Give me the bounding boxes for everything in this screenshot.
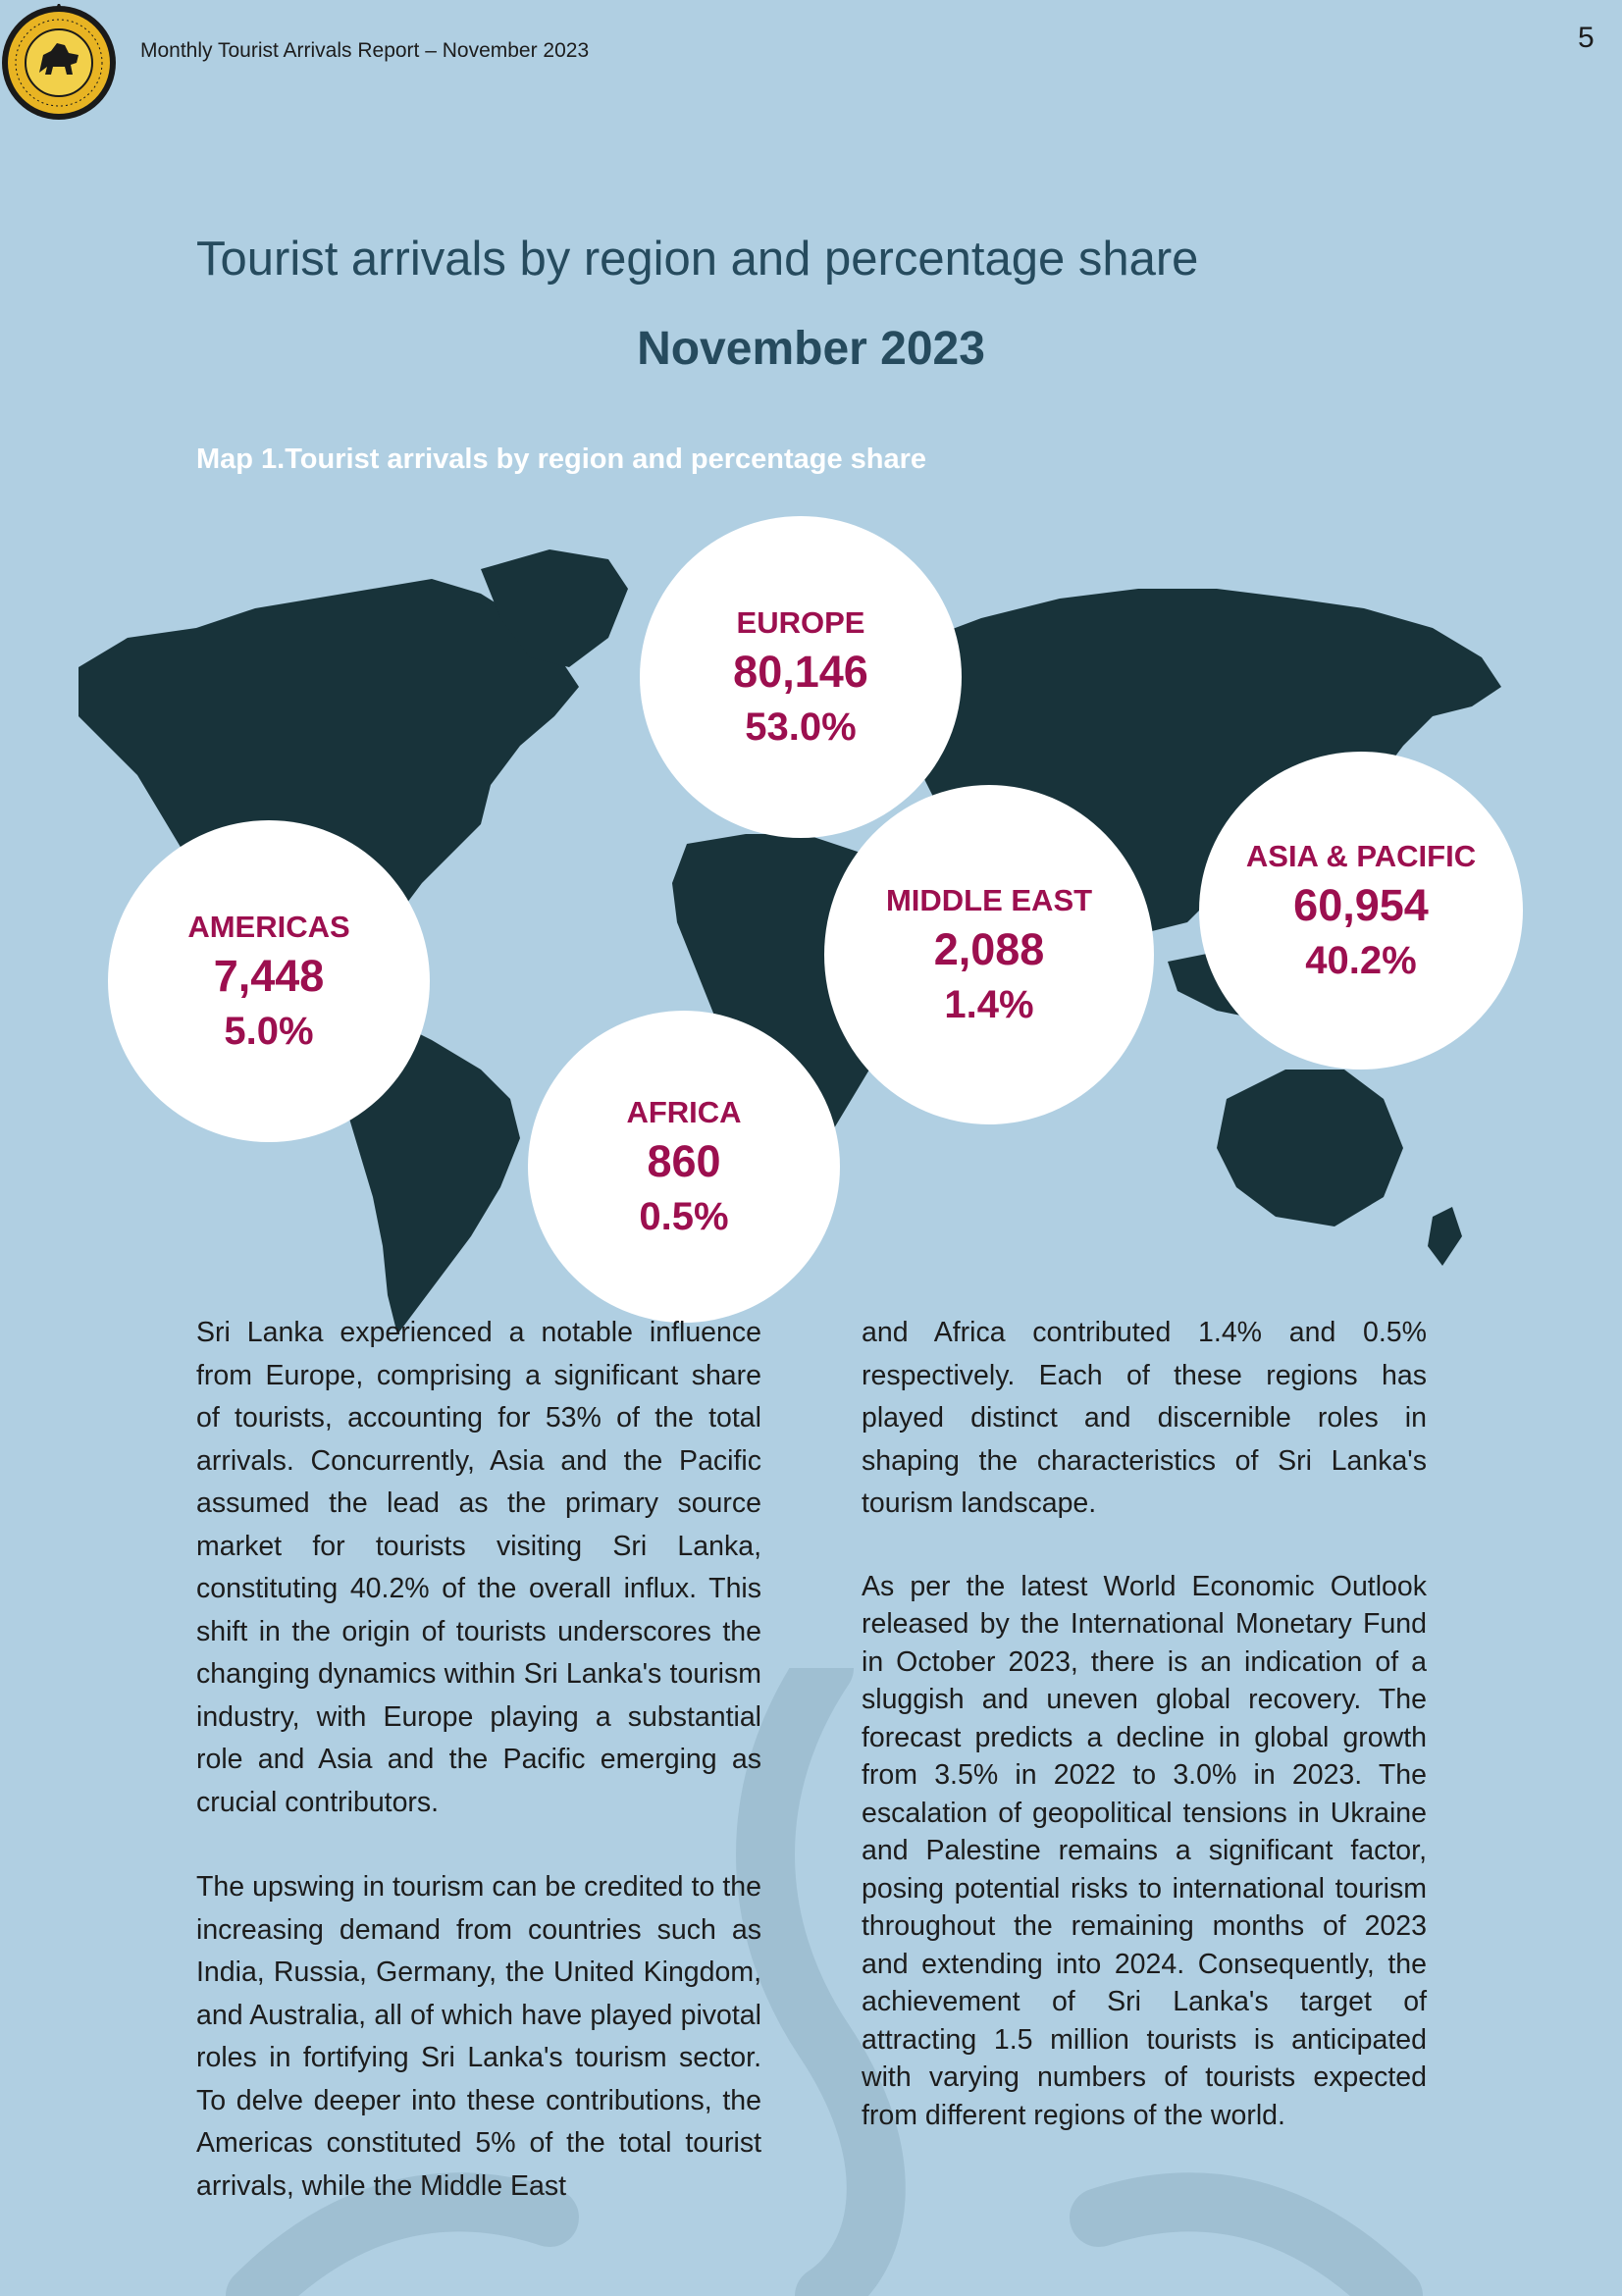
paragraph: Sri Lanka experienced a notable influenc…: [196, 1317, 761, 1818]
region-share: 53.0%: [745, 704, 857, 749]
region-share: 40.2%: [1305, 938, 1417, 982]
region-share: 1.4%: [944, 982, 1034, 1026]
region-bubble-middle-east: MIDDLE EAST 2,088 1.4%: [824, 785, 1154, 1124]
region-arrivals: 80,146: [733, 646, 868, 697]
report-header-title: Monthly Tourist Arrivals Report – Novemb…: [140, 39, 590, 62]
australia-shape: [1217, 1070, 1403, 1226]
north-america-shape: [78, 579, 579, 1011]
paragraph: The upswing in tourism can be credited t…: [196, 1871, 761, 2202]
map-caption: Map 1.Tourist arrivals by region and per…: [196, 444, 927, 475]
region-bubble-asia-pacific: ASIA & PACIFIC 60,954 40.2%: [1199, 752, 1523, 1070]
report-period: November 2023: [637, 323, 985, 375]
region-arrivals: 2,088: [933, 923, 1045, 974]
body-column-right: and Africa contributed 1.4% and 0.5% res…: [862, 1312, 1427, 2134]
region-share: 0.5%: [639, 1194, 729, 1238]
paragraph: As per the latest World Economic Outlook…: [862, 1570, 1427, 2131]
region-name: AMERICAS: [187, 909, 350, 944]
body-column-left: Sri Lanka experienced a notable influenc…: [196, 1312, 761, 2208]
paragraph: and Africa contributed 1.4% and 0.5% res…: [862, 1317, 1427, 1519]
page-title: Tourist arrivals by region and percentag…: [196, 233, 1199, 286]
page-number: 5: [1578, 22, 1595, 54]
region-name: ASIA & PACIFIC: [1245, 838, 1477, 873]
tourism-authority-logo-icon: [2, 4, 116, 120]
region-arrivals: 7,448: [213, 950, 325, 1001]
region-name: MIDDLE EAST: [885, 882, 1093, 917]
region-bubble-africa: AFRICA 860 0.5%: [528, 1011, 840, 1323]
region-bubble-europe: EUROPE 80,146 53.0%: [640, 516, 962, 838]
region-arrivals: 860: [647, 1135, 721, 1186]
ornament-watermark-icon: [226, 1668, 1423, 2296]
region-name: EUROPE: [736, 604, 865, 640]
region-arrivals: 60,954: [1293, 879, 1429, 930]
greenland-shape: [481, 549, 628, 667]
new-zealand-shape: [1428, 1207, 1462, 1266]
region-name: AFRICA: [626, 1094, 742, 1129]
region-share: 5.0%: [224, 1009, 314, 1053]
region-bubble-americas: AMERICAS 7,448 5.0%: [108, 820, 430, 1142]
